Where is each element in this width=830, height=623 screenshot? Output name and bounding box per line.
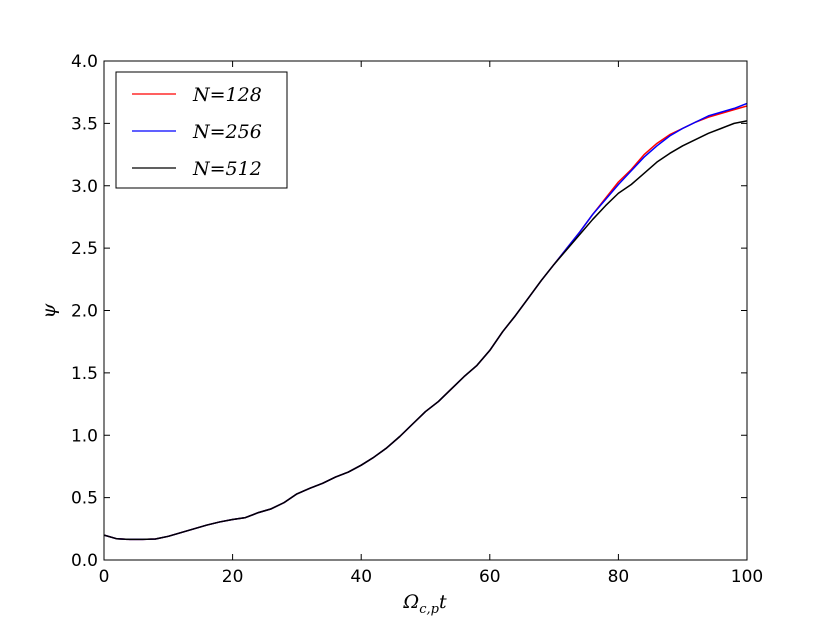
legend: N=128 N=256 N=512 — [115, 71, 288, 189]
y-tick-label: 2.0 — [71, 302, 98, 322]
legend-box — [115, 71, 288, 189]
y-tick-label: 1.5 — [71, 364, 98, 384]
x-tick-label: 20 — [222, 567, 244, 587]
x-axis-label-omega: Ω — [402, 591, 419, 613]
y-tick-label: 2.5 — [71, 239, 98, 259]
y-tick-label: 0.0 — [71, 551, 98, 571]
x-tick-label: 40 — [350, 567, 372, 587]
y-tick-label: 0.5 — [71, 489, 98, 509]
x-tick-label: 0 — [99, 567, 110, 587]
y-tick-label: 3.5 — [71, 114, 98, 134]
legend-label-n512: N=512 — [192, 158, 262, 180]
y-axis-label: ψ — [38, 302, 60, 318]
x-axis-label-subscript: c,p — [419, 602, 439, 617]
legend-label-n128: N=128 — [192, 84, 262, 106]
x-axis-label: Ωc,pt — [402, 591, 447, 617]
x-tick-label: 60 — [479, 567, 501, 587]
series-layer — [104, 102, 747, 541]
y-tick-label: 3.0 — [71, 177, 98, 197]
series-line-n-512 — [104, 120, 747, 541]
x-tick-label: 80 — [608, 567, 630, 587]
x-tick-label: 100 — [731, 567, 763, 587]
x-axis-label-time: t — [439, 591, 447, 613]
ticks-layer: 0 20 40 60 80 100 0.0 0.5 1.0 1.5 2.0 2.5 3.0 3.5 4.0 — [71, 52, 763, 587]
y-tick-label: 1.0 — [71, 426, 98, 446]
legend-label-n256: N=256 — [192, 121, 262, 143]
y-tick-label: 4.0 — [71, 52, 98, 72]
